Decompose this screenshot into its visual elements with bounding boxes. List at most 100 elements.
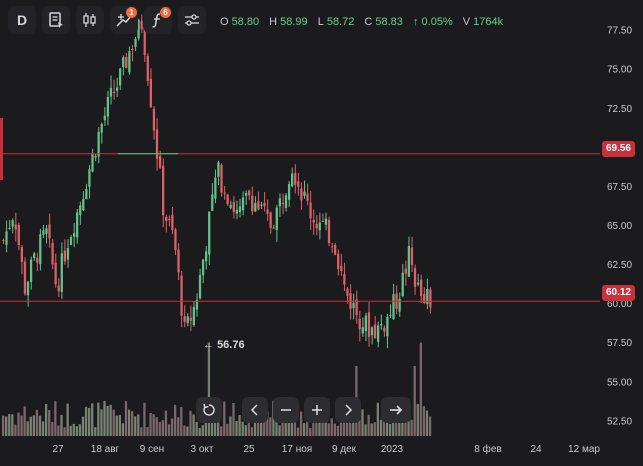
volume-bar: [51, 421, 54, 436]
volume-bar: [91, 403, 94, 436]
candle-body: [69, 237, 73, 245]
volume-bar: [155, 417, 158, 436]
reset-button[interactable]: [196, 397, 222, 423]
candlestick-icon: [83, 13, 96, 27]
candle-body: [330, 246, 334, 248]
candle-body: [287, 183, 291, 200]
candle-body: [373, 324, 377, 339]
volume-bar: [195, 421, 198, 436]
volume-bar: [198, 427, 201, 436]
candle-body: [45, 228, 48, 234]
candle-body: [152, 108, 156, 131]
zoom-out-button[interactable]: [273, 397, 299, 423]
volume-bar: [17, 412, 20, 436]
volume-bar: [94, 427, 97, 436]
candle-body: [39, 234, 42, 265]
volume-bar: [244, 425, 247, 436]
scroll-left-button[interactable]: [242, 397, 268, 423]
candle-body: [407, 246, 410, 277]
volume-bar: [364, 424, 367, 436]
candle-body: [208, 211, 211, 255]
ohlc-open-label: O: [220, 16, 229, 28]
ohlc-high-label: H: [269, 16, 278, 28]
candle-body: [14, 224, 17, 230]
indicators-button[interactable]: 1: [110, 6, 138, 34]
top-toolbar: D 1: [8, 6, 206, 34]
volume-bar: [66, 403, 69, 436]
volume-bar: [260, 417, 263, 436]
candle-body: [300, 188, 303, 201]
volume-bar: [23, 406, 26, 436]
candle-body: [8, 228, 11, 230]
go-to-latest-button[interactable]: [381, 397, 411, 423]
candle-body: [119, 68, 122, 86]
chart-type-button[interactable]: [42, 6, 70, 34]
volume-bar: [26, 421, 29, 436]
candle-body: [392, 294, 395, 320]
candle-body: [420, 279, 423, 297]
volume-bar: [41, 421, 45, 436]
interval-button[interactable]: D: [8, 6, 36, 34]
volume-bar: [223, 401, 226, 436]
candle-body: [367, 312, 371, 337]
volume-bar: [149, 412, 152, 436]
y-tick-label: 65.00: [607, 221, 632, 232]
volume-bar: [121, 423, 125, 436]
candle-body: [183, 316, 186, 322]
volume-bar: [333, 423, 336, 436]
candle-body: [429, 289, 432, 308]
candle-body: [162, 165, 165, 216]
chevron-right-icon: [345, 404, 353, 416]
candle-body: [198, 274, 202, 299]
candle-body: [241, 197, 245, 211]
volume-bar: [146, 427, 149, 436]
settings-button[interactable]: [178, 6, 206, 34]
ohlc-close-value: 58.83: [375, 16, 403, 28]
candle-body: [340, 265, 343, 271]
volume-bar: [35, 409, 39, 436]
volume-bar: [72, 423, 75, 436]
volume-bar: [342, 421, 346, 436]
candle-body: [100, 123, 103, 133]
candle-body: [149, 78, 152, 108]
candle-body: [134, 39, 137, 47]
left-edge-marker: [0, 118, 3, 180]
candle-body: [214, 177, 217, 199]
y-tick-label: 57.50: [607, 338, 632, 349]
volume-bar: [192, 414, 195, 436]
candle-body: [54, 262, 57, 285]
candles-button[interactable]: [76, 6, 104, 34]
candle-body: [48, 224, 51, 239]
candle-body: [254, 203, 257, 212]
candle-body: [140, 20, 143, 30]
volume-bar: [210, 419, 214, 436]
candle-body: [275, 207, 278, 231]
candle-body: [201, 259, 205, 276]
candle-body: [303, 191, 306, 196]
candle-body: [94, 155, 97, 158]
candle-body: [266, 209, 269, 214]
candle-body: [29, 259, 33, 283]
candle-body: [263, 202, 266, 207]
y-tick-label: 55.00: [607, 377, 632, 388]
volume-bar: [250, 427, 254, 436]
volume-bar: [266, 411, 269, 436]
x-tick-label: 17 ноя: [282, 444, 312, 455]
candle-body: [72, 233, 76, 237]
candle-body: [248, 190, 251, 196]
zoom-in-button[interactable]: [304, 397, 330, 423]
candle-body: [192, 307, 195, 325]
volume-bar: [100, 409, 103, 436]
volume-bar: [137, 414, 140, 436]
candle-body: [235, 209, 238, 214]
ohlc-close-label: C: [364, 16, 373, 28]
candle-body: [383, 327, 386, 332]
strategies-button[interactable]: 6: [144, 6, 172, 34]
min-price-marker: ← 56.76: [203, 339, 245, 351]
volume-bar: [309, 427, 312, 436]
candle-body: [36, 257, 39, 263]
volume-bar: [299, 411, 303, 436]
scroll-right-button[interactable]: [335, 397, 361, 423]
minus-icon: [281, 409, 291, 411]
